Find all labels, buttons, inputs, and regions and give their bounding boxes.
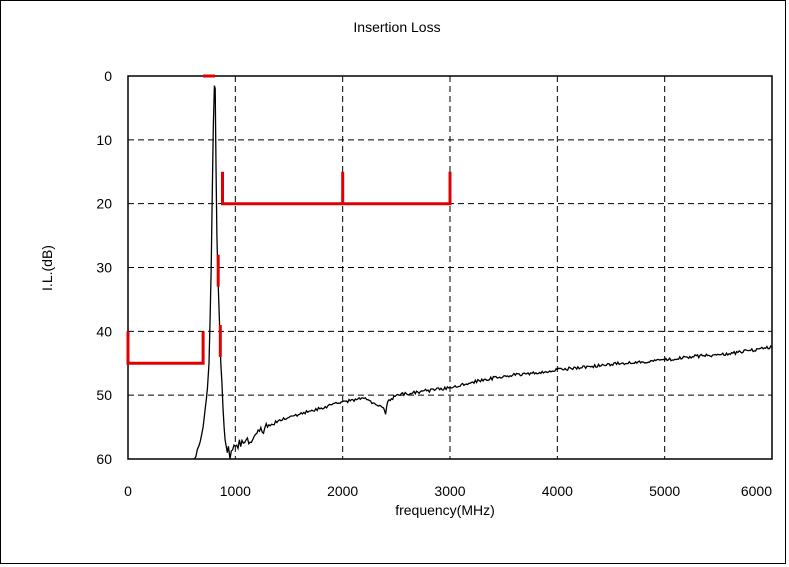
series-layer	[126, 74, 773, 459]
x-tick-label: 5000	[649, 483, 680, 499]
y-tick-label: 40	[96, 323, 112, 339]
y-tick-label: 10	[96, 132, 112, 148]
insertion-loss-line	[193, 85, 773, 459]
spec-mask-line	[126, 331, 205, 365]
x-tick-label: 4000	[542, 483, 573, 499]
x-tick-label: 1000	[220, 483, 251, 499]
x-axis-label: frequency(MHz)	[395, 502, 495, 518]
y-tick-label: 20	[96, 196, 112, 212]
x-tick-label: 3000	[434, 483, 465, 499]
y-tick-label: 30	[96, 260, 112, 276]
y-tick-label: 0	[104, 68, 112, 84]
tick-labels: 0 1000 2000 3000 4000 5000 6000 0 10 20 30 40 50 60	[96, 68, 772, 499]
chart-title: Insertion Loss	[353, 19, 440, 35]
x-tick-label: 6000	[741, 483, 772, 499]
y-axis-label: I.L.(dB)	[39, 245, 55, 291]
y-tick-label: 50	[96, 387, 112, 403]
x-tick-label: 2000	[327, 483, 358, 499]
y-tick-label: 60	[96, 451, 112, 467]
x-tick-label: 0	[124, 483, 132, 499]
plot-border	[127, 75, 773, 460]
spec-mask-line	[221, 171, 452, 206]
grid-lines	[128, 76, 772, 459]
